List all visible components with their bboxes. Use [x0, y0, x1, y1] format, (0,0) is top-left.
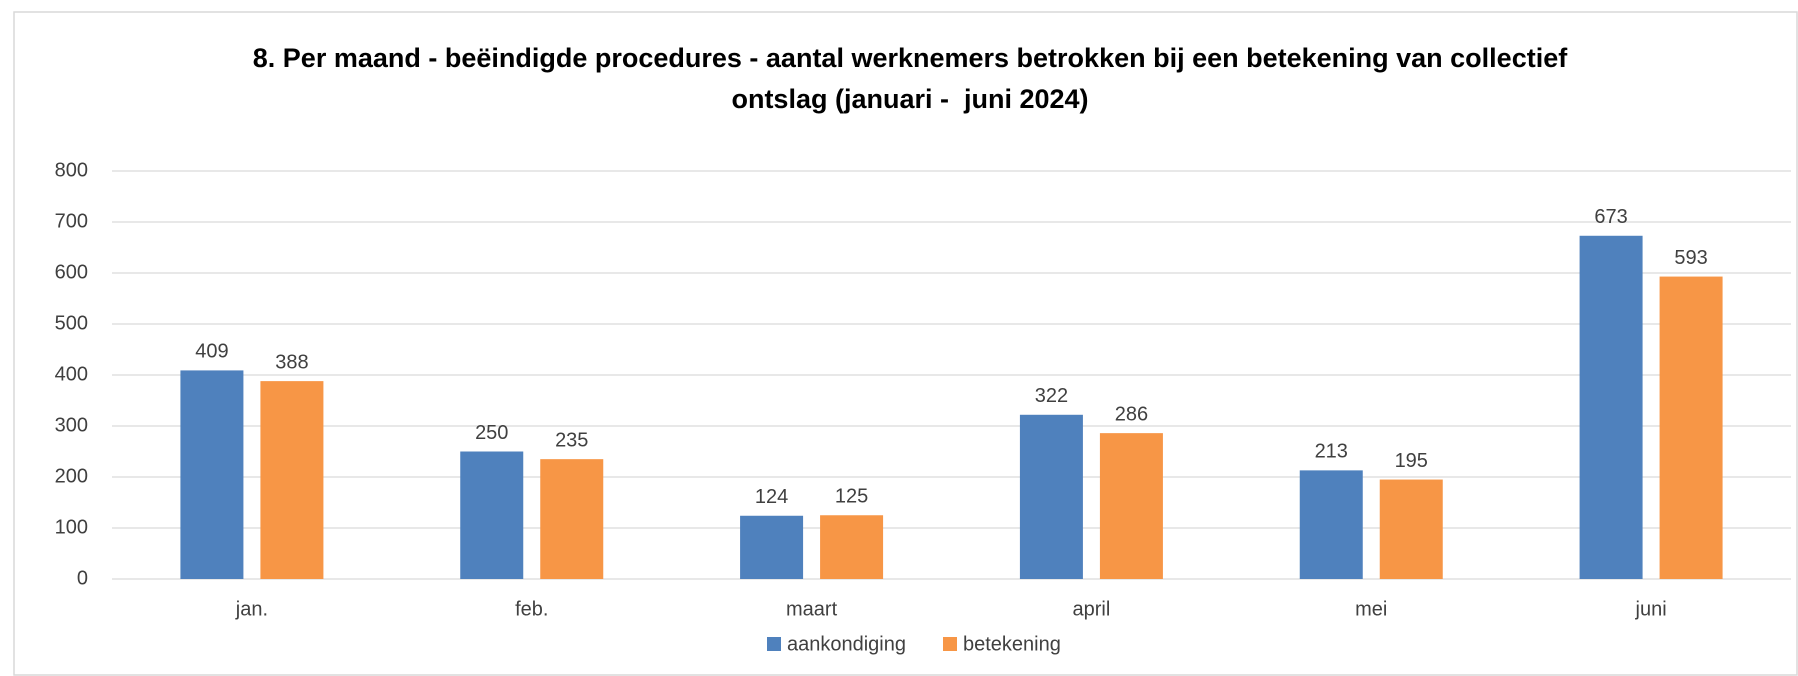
x-tick-label: mei [1355, 598, 1387, 620]
x-tick-label: april [1073, 598, 1111, 620]
value-label: 673 [1594, 206, 1627, 228]
legend-swatch [943, 637, 957, 651]
y-tick-label: 300 [55, 414, 88, 436]
value-label: 286 [1115, 403, 1148, 425]
x-tick-label: jan. [235, 598, 268, 620]
chart-border [13, 11, 1798, 676]
x-tick-label: feb. [515, 598, 548, 620]
x-tick-label: juni [1635, 598, 1667, 620]
value-label: 409 [195, 341, 228, 363]
bar [1019, 414, 1083, 579]
y-tick-label: 700 [55, 210, 88, 232]
y-tick-label: 400 [55, 363, 88, 385]
value-label: 322 [1035, 385, 1068, 407]
y-tick-label: 200 [55, 465, 88, 487]
value-label: 213 [1315, 441, 1348, 463]
value-label: 235 [555, 429, 588, 451]
bar [460, 451, 524, 579]
bar [1299, 470, 1363, 579]
y-tick-label: 600 [55, 261, 88, 283]
bar [540, 459, 604, 579]
y-tick-label: 100 [55, 516, 88, 538]
legend-label: betekening [963, 633, 1061, 655]
legend-label: aankondiging [787, 633, 906, 655]
chart-title: 8. Per maand - beëindigde procedures - a… [252, 43, 1568, 114]
bar [260, 381, 324, 579]
y-tick-label: 500 [55, 312, 88, 334]
y-tick-label: 0 [77, 567, 88, 589]
bar [1659, 276, 1723, 579]
value-label: 593 [1674, 247, 1707, 269]
value-label: 195 [1395, 450, 1428, 472]
bar [1099, 433, 1163, 579]
bar [740, 515, 804, 579]
value-label: 388 [275, 351, 308, 373]
x-tick-label: maart [786, 598, 838, 620]
bar [180, 370, 244, 579]
y-tick-label: 800 [55, 159, 88, 181]
value-label: 250 [475, 422, 508, 444]
bar [1379, 479, 1443, 579]
bar [820, 515, 884, 579]
legend-swatch [767, 637, 781, 651]
value-label: 125 [835, 486, 868, 508]
value-label: 124 [755, 486, 788, 508]
bar [1579, 235, 1643, 579]
